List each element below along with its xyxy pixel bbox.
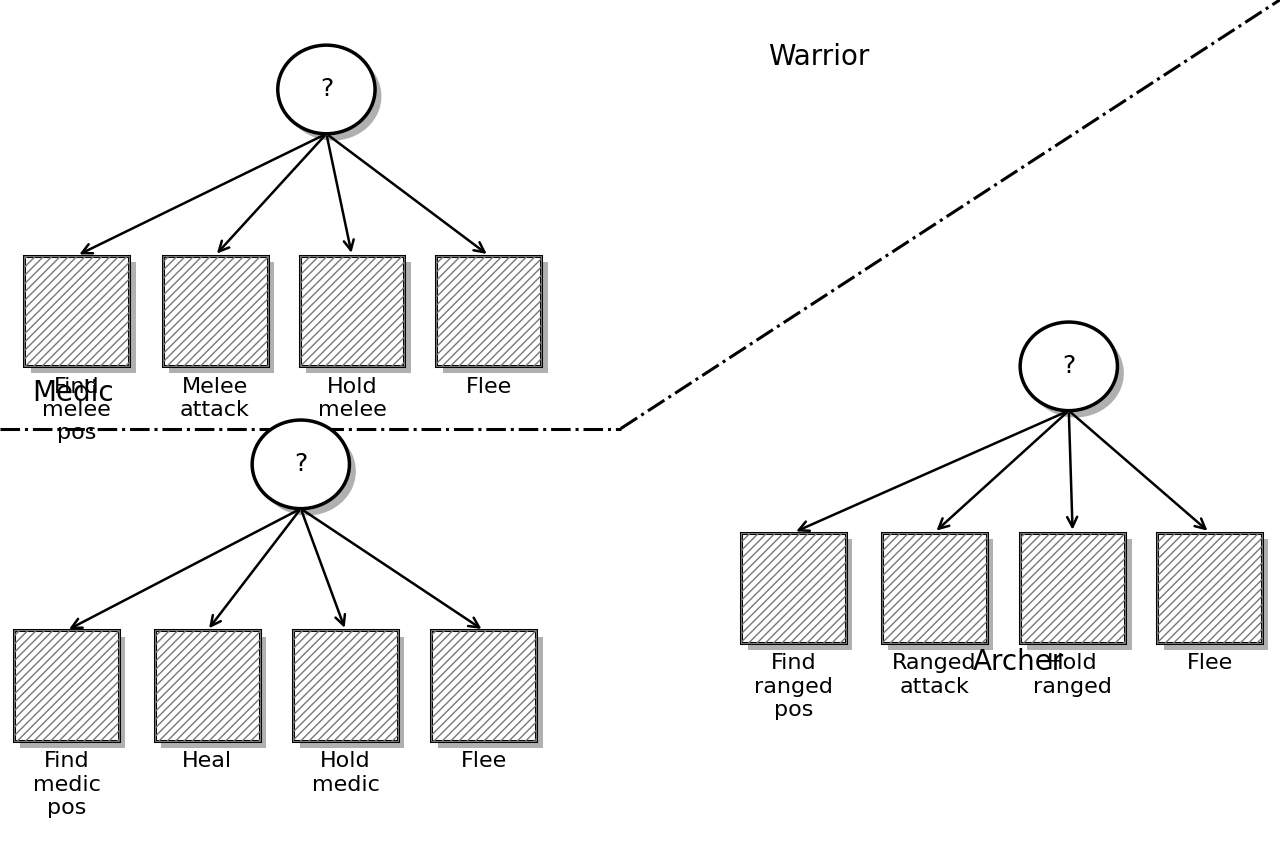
Bar [163,256,268,366]
Bar [1020,532,1125,643]
Bar [163,256,268,366]
Text: Ranged
attack: Ranged attack [892,653,977,697]
Bar [436,256,541,366]
Bar [300,256,404,366]
Bar [155,630,260,741]
Bar [443,262,548,373]
Text: Archer: Archer [973,648,1064,676]
Bar [882,532,987,643]
Ellipse shape [1027,329,1124,417]
Text: ?: ? [320,78,333,101]
Ellipse shape [1020,322,1117,411]
Bar [300,637,404,748]
Bar [24,256,129,366]
Text: Hold
ranged: Hold ranged [1033,653,1112,697]
Bar [155,630,260,741]
Ellipse shape [252,420,349,509]
Bar [300,256,404,366]
Text: Hold
melee: Hold melee [317,377,387,420]
Bar [1157,532,1262,643]
Bar [24,256,129,366]
Text: Medic: Medic [32,379,114,407]
Bar [748,539,852,650]
Bar [20,637,125,748]
Text: Flee: Flee [466,377,512,396]
Text: ?: ? [1062,354,1075,378]
Text: ?: ? [294,452,307,476]
Bar [161,637,266,748]
Bar [438,637,543,748]
Bar [741,532,846,643]
Bar [1020,532,1125,643]
Bar [293,630,398,741]
Bar [169,262,274,373]
Bar [741,532,846,643]
Text: Find
ranged
pos: Find ranged pos [754,653,833,720]
Bar [14,630,119,741]
Bar [31,262,136,373]
Bar [14,630,119,741]
Text: Hold
medic: Hold medic [311,751,380,795]
Text: Find
medic
pos: Find medic pos [32,751,101,818]
Ellipse shape [259,427,356,515]
Bar [293,630,398,741]
Text: Melee
attack: Melee attack [180,377,250,420]
Bar [306,262,411,373]
Text: Warrior: Warrior [768,43,869,71]
Ellipse shape [278,45,375,134]
Ellipse shape [284,52,381,141]
Bar [1164,539,1268,650]
Text: Heal: Heal [182,751,233,771]
Text: Find
melee
pos: Find melee pos [42,377,111,443]
Text: Flee: Flee [461,751,507,771]
Bar [431,630,536,741]
Bar [1157,532,1262,643]
Bar [888,539,993,650]
Bar [882,532,987,643]
Text: Flee: Flee [1187,653,1233,673]
Bar [431,630,536,741]
Bar [1027,539,1132,650]
Bar [436,256,541,366]
